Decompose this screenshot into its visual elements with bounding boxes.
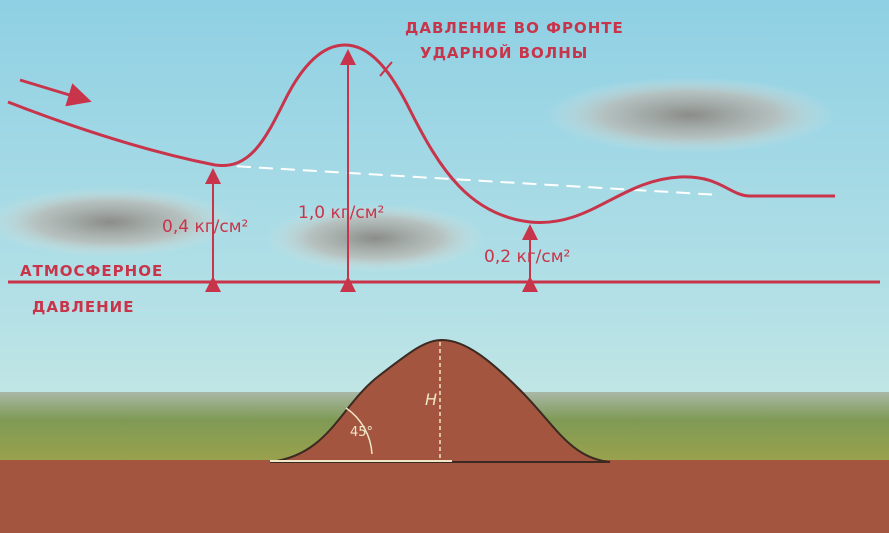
height-label: H — [425, 390, 437, 409]
cloud — [265, 204, 485, 272]
pressure-label: 0,4 кг/см² — [162, 217, 248, 237]
cloud — [545, 77, 835, 153]
atmospheric-label: ДАВЛЕНИЕ — [32, 298, 134, 316]
cloud — [0, 187, 235, 257]
angle-arc — [345, 407, 373, 455]
atmospheric-label: АТМОСФЕРНОЕ — [20, 262, 163, 280]
dashed-line — [214, 164, 721, 196]
pressure-label: 0,2 кг/см² — [484, 247, 570, 267]
pointer — [379, 61, 393, 77]
angle-label: 45° — [350, 425, 373, 440]
pressure-label: 1,0 кг/см² — [298, 203, 384, 223]
ground — [0, 460, 889, 533]
pressure-curve — [7, 43, 835, 224]
wave-front-label: УДАРНОЙ ВОЛНЫ — [420, 43, 588, 62]
wave-front-label: ДАВЛЕНИЕ ВО ФРОНТЕ — [405, 19, 624, 37]
direction-arrow — [19, 78, 92, 107]
